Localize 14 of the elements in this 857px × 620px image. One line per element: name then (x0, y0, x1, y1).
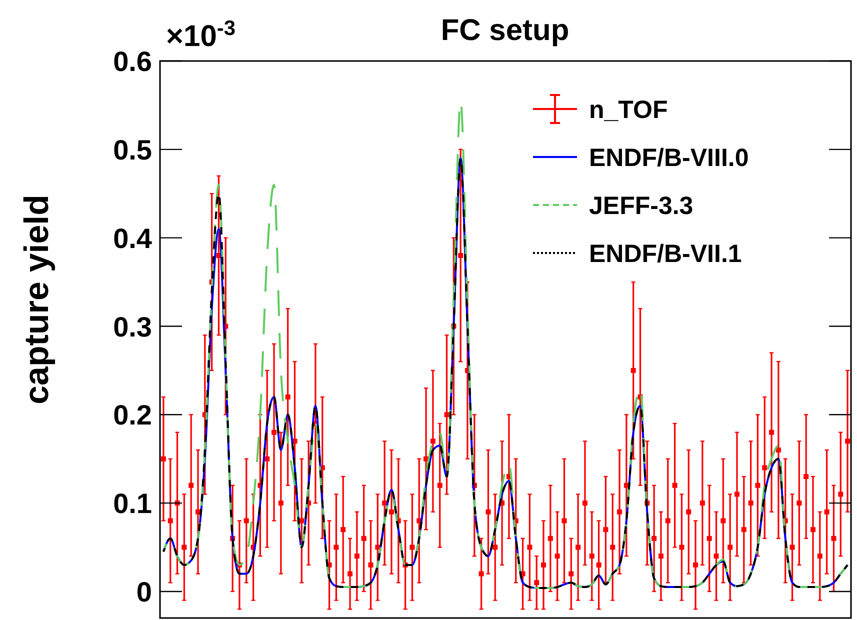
legend-label: JEFF-3.3 (589, 192, 694, 220)
legend-label: n_TOF (589, 96, 668, 124)
y-tick-label: 0.3 (113, 311, 152, 342)
legend-label: ENDF/B-VIII.0 (589, 144, 749, 172)
legend-label: ENDF/B-VII.1 (589, 240, 742, 268)
y-tick-label: 0.5 (113, 134, 152, 166)
y-tick-label: 0.4 (113, 222, 152, 254)
y-tick-label: 0.1 (113, 488, 152, 520)
y-tick-label: 0 (136, 576, 152, 608)
y-tick-label: 0.2 (113, 400, 152, 431)
y-tick-label: 0.6 (113, 46, 152, 78)
text: ×10$^{-3}$ (166, 16, 236, 53)
y-axis-title: capture yield (18, 194, 56, 404)
chart-title: FC setup (440, 14, 570, 47)
